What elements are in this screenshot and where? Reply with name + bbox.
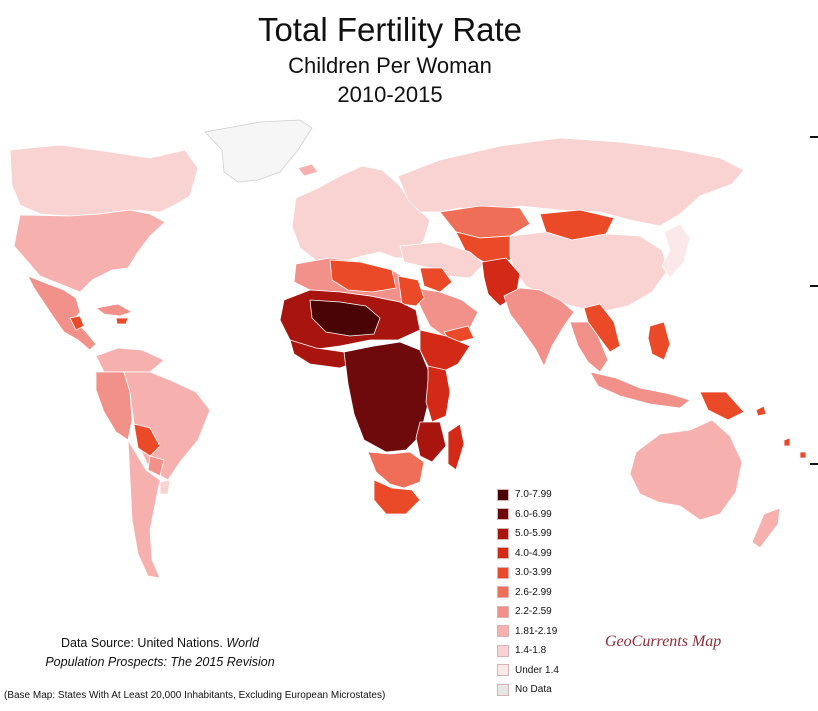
frame-tick-mark bbox=[810, 136, 818, 138]
region-ethiopia bbox=[419, 329, 471, 375]
legend-swatch bbox=[497, 605, 509, 618]
legend-label: 2.2-2.59 bbox=[515, 606, 552, 618]
legend-item: 4.0-4.99 bbox=[497, 544, 559, 564]
region-iraq-syria bbox=[419, 267, 453, 293]
region-madagascar bbox=[447, 423, 465, 471]
region-haiti bbox=[115, 317, 129, 325]
legend-swatch bbox=[497, 644, 509, 657]
map-subtitle: Children Per Woman bbox=[288, 53, 492, 78]
legend-label: Under 1.4 bbox=[515, 664, 559, 676]
legend-item: 6.0-6.99 bbox=[497, 505, 559, 525]
region-russia bbox=[397, 137, 745, 227]
legend-label: 1.81-2.19 bbox=[515, 625, 558, 637]
region-uruguay bbox=[159, 479, 171, 495]
region-south-america-north bbox=[95, 347, 165, 373]
source-italic-2: Population Prospects: The 2015 Revision bbox=[45, 655, 275, 669]
region-andes bbox=[95, 371, 133, 441]
legend: 7.0-7.99 6.0-6.99 5.0-5.99 4.0-4.99 3.0-3.99… bbox=[497, 485, 559, 700]
region-png bbox=[699, 391, 745, 421]
legend-swatch bbox=[497, 586, 509, 599]
region-niger-mali bbox=[309, 299, 381, 337]
region-kazakhstan bbox=[439, 205, 531, 239]
legend-swatch bbox=[497, 566, 509, 579]
legend-swatch bbox=[497, 547, 509, 560]
legend-label: 7.0-7.99 bbox=[515, 489, 552, 501]
region-algeria-libya bbox=[329, 259, 397, 293]
legend-label: 6.0-6.99 bbox=[515, 508, 552, 520]
region-paraguay bbox=[147, 455, 165, 477]
legend-label: 2.6-2.99 bbox=[515, 586, 552, 598]
legend-item: No Data bbox=[497, 680, 559, 700]
title-block: Total Fertility Rate Children Per Woman … bbox=[180, 8, 600, 110]
legend-swatch bbox=[497, 508, 509, 521]
map-title: Total Fertility Rate bbox=[257, 11, 523, 48]
legend-item: 1.4-1.8 bbox=[497, 641, 559, 661]
region-philippines bbox=[647, 321, 671, 361]
region-kenya-tanzania bbox=[425, 365, 451, 423]
region-middle-east bbox=[413, 287, 479, 339]
frame-tick-mark bbox=[810, 463, 818, 465]
frame-tick-mark bbox=[810, 285, 818, 287]
legend-item: 2.6-2.99 bbox=[497, 583, 559, 603]
legend-label: No Data bbox=[515, 684, 552, 696]
data-source-note: Data Source: United Nations. World Popul… bbox=[20, 634, 300, 672]
region-east-africa bbox=[415, 421, 447, 463]
legend-item: 1.81-2.19 bbox=[497, 622, 559, 642]
map-period: 2010-2015 bbox=[337, 82, 443, 107]
region-new-zealand bbox=[751, 507, 781, 549]
region-australia bbox=[629, 419, 743, 521]
legend-item: 3.0-3.99 bbox=[497, 563, 559, 583]
legend-swatch bbox=[497, 683, 509, 696]
legend-swatch bbox=[497, 488, 509, 501]
region-india bbox=[503, 287, 575, 367]
region-indonesia bbox=[589, 371, 691, 409]
legend-label: 4.0-4.99 bbox=[515, 547, 552, 559]
region-greenland bbox=[204, 119, 313, 183]
legend-item: 5.0-5.99 bbox=[497, 524, 559, 544]
region-egypt bbox=[397, 275, 425, 307]
region-bolivia bbox=[133, 423, 161, 457]
credit-label: GeoCurrents Map bbox=[605, 633, 722, 650]
legend-label: 5.0-5.99 bbox=[515, 528, 552, 540]
source-plain: Data Source: United Nations. bbox=[60, 636, 227, 650]
legend-item: Under 1.4 bbox=[497, 661, 559, 681]
source-italic-1: World bbox=[226, 636, 260, 650]
region-iceland bbox=[297, 163, 319, 177]
region-iran-turkey bbox=[399, 241, 485, 279]
region-north-america bbox=[9, 144, 199, 217]
region-guatemala bbox=[69, 315, 85, 331]
legend-item: 7.0-7.99 bbox=[497, 485, 559, 505]
region-argentina-chile bbox=[127, 439, 161, 579]
region-south-africa bbox=[373, 479, 421, 515]
legend-label: 1.4-1.8 bbox=[515, 645, 547, 657]
legend-label: 3.0-3.99 bbox=[515, 567, 552, 579]
basemap-note: (Base Map: States With At Least 20,000 I… bbox=[4, 690, 386, 701]
region-usa bbox=[13, 209, 166, 293]
legend-swatch bbox=[497, 527, 509, 540]
region-japan-korea bbox=[661, 223, 691, 279]
region-southeast-asia bbox=[569, 321, 609, 373]
region-southern-africa bbox=[367, 451, 425, 489]
region-china bbox=[509, 231, 669, 313]
legend-swatch bbox=[497, 664, 509, 677]
region-pacific-islands bbox=[755, 405, 807, 459]
region-caribbean bbox=[95, 303, 133, 317]
region-mexico-central-america bbox=[27, 275, 97, 351]
legend-item: 2.2-2.59 bbox=[497, 602, 559, 622]
legend-swatch bbox=[497, 625, 509, 638]
